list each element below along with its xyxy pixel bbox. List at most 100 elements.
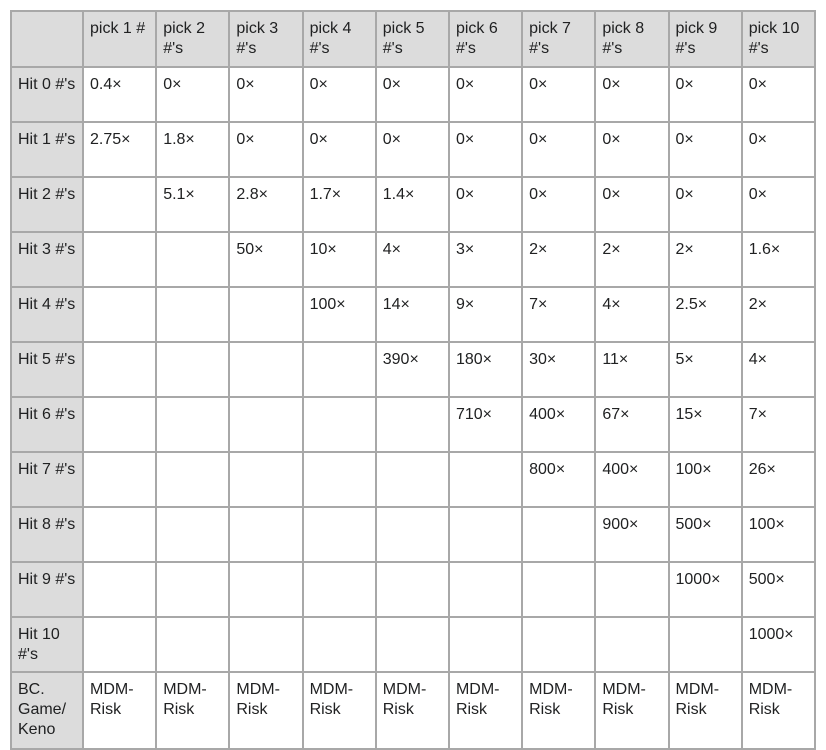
payout-cell: 1.6×: [740, 231, 817, 288]
payout-cell: [301, 396, 377, 453]
table-row: Hit 8 #'s 900× 500× 100×: [10, 506, 817, 563]
payout-cell: [521, 561, 597, 618]
payout-cell: 0×: [740, 176, 817, 233]
payout-cell: MDM-Risk: [81, 671, 158, 750]
payout-cell: MDM-Risk: [447, 671, 524, 750]
payout-cell: [81, 616, 158, 673]
payout-cell: [228, 506, 304, 563]
payout-cell: 0×: [594, 66, 670, 123]
payout-cell: 4×: [374, 231, 450, 288]
payout-cell: [228, 561, 304, 618]
payout-cell: 0×: [667, 121, 743, 178]
payout-cell: [301, 506, 377, 563]
payout-cell: [447, 616, 524, 673]
payout-cell: 3×: [447, 231, 524, 288]
payout-cell: MDM-Risk: [740, 671, 817, 750]
payout-cell: 710×: [447, 396, 524, 453]
payout-cell: [447, 506, 524, 563]
payout-cell: 7×: [521, 286, 597, 343]
table-row: Hit 9 #'s 1000× 500×: [10, 561, 817, 618]
payout-cell: 67×: [594, 396, 670, 453]
column-header: pick 6 #'s: [447, 10, 524, 68]
row-header: Hit 6 #'s: [10, 396, 84, 453]
payout-cell: MDM-Risk: [301, 671, 377, 750]
payout-cell: [228, 396, 304, 453]
payout-cell: 15×: [667, 396, 743, 453]
payout-cell: 2.8×: [228, 176, 304, 233]
payout-cell: 180×: [447, 341, 524, 398]
payout-cell: 2×: [740, 286, 817, 343]
payout-cell: [155, 506, 231, 563]
payout-cell: [594, 616, 670, 673]
payout-cell: MDM-Risk: [521, 671, 597, 750]
payout-cell: [374, 396, 450, 453]
payout-cell: [374, 616, 450, 673]
corner-cell: [10, 10, 84, 68]
payout-cell: [81, 286, 158, 343]
payout-cell: [228, 341, 304, 398]
payout-cell: 5.1×: [155, 176, 231, 233]
column-header: pick 10 #'s: [740, 10, 817, 68]
payout-cell: 0×: [521, 121, 597, 178]
payout-cell: 400×: [521, 396, 597, 453]
payout-cell: 50×: [228, 231, 304, 288]
payout-cell: 900×: [594, 506, 670, 563]
payout-cell: [155, 231, 231, 288]
table-row: Hit 6 #'s 710× 400× 67× 15× 7×: [10, 396, 817, 453]
keno-payout-table: pick 1 # pick 2 #'s pick 3 #'s pick 4 #'s pi…: [10, 10, 817, 750]
payout-cell: 5×: [667, 341, 743, 398]
header-row: pick 1 # pick 2 #'s pick 3 #'s pick 4 #'s pi…: [10, 10, 817, 68]
payout-cell: [374, 451, 450, 508]
payout-cell: [228, 451, 304, 508]
payout-cell: 100×: [667, 451, 743, 508]
payout-cell: MDM-Risk: [594, 671, 670, 750]
payout-cell: 0×: [521, 66, 597, 123]
payout-cell: 1000×: [667, 561, 743, 618]
payout-cell: 100×: [301, 286, 377, 343]
row-header: Hit 3 #'s: [10, 231, 84, 288]
row-header: Hit 4 #'s: [10, 286, 84, 343]
payout-cell: [81, 396, 158, 453]
row-header: Hit 10 #'s: [10, 616, 84, 673]
payout-cell: [228, 616, 304, 673]
payout-cell: [301, 341, 377, 398]
payout-cell: 0×: [667, 66, 743, 123]
payout-cell: [374, 561, 450, 618]
payout-cell: [447, 561, 524, 618]
payout-cell: [521, 506, 597, 563]
payout-cell: 100×: [740, 506, 817, 563]
payout-cell: [301, 616, 377, 673]
payout-cell: 2.5×: [667, 286, 743, 343]
payout-cell: [667, 616, 743, 673]
column-header: pick 9 #'s: [667, 10, 743, 68]
table-row: Hit 3 #'s 50× 10× 4× 3× 2× 2× 2× 1.6×: [10, 231, 817, 288]
payout-cell: 11×: [594, 341, 670, 398]
payout-cell: [81, 231, 158, 288]
payout-cell: [155, 341, 231, 398]
payout-cell: 0×: [374, 66, 450, 123]
payout-cell: 390×: [374, 341, 450, 398]
payout-cell: 4×: [740, 341, 817, 398]
row-header: Hit 5 #'s: [10, 341, 84, 398]
payout-cell: 0×: [228, 66, 304, 123]
column-header: pick 4 #'s: [301, 10, 377, 68]
payout-cell: [81, 176, 158, 233]
column-header: pick 1 #: [81, 10, 158, 68]
column-header: pick 7 #'s: [521, 10, 597, 68]
row-header: Hit 2 #'s: [10, 176, 84, 233]
payout-cell: 0×: [155, 66, 231, 123]
payout-cell: 1.7×: [301, 176, 377, 233]
payout-cell: 400×: [594, 451, 670, 508]
column-header: pick 5 #'s: [374, 10, 450, 68]
payout-cell: 0×: [667, 176, 743, 233]
payout-cell: [374, 506, 450, 563]
table-row: Hit 5 #'s 390× 180× 30× 11× 5× 4×: [10, 341, 817, 398]
payout-cell: [447, 451, 524, 508]
payout-cell: 0×: [594, 176, 670, 233]
table-row: Hit 2 #'s 5.1× 2.8× 1.7× 1.4× 0× 0× 0× 0× 0×: [10, 176, 817, 233]
payout-cell: 0×: [740, 121, 817, 178]
payout-cell: 0×: [594, 121, 670, 178]
payout-cell: 2×: [521, 231, 597, 288]
row-header: BC. Game/ Keno: [10, 671, 84, 750]
payout-cell: 0×: [447, 66, 524, 123]
